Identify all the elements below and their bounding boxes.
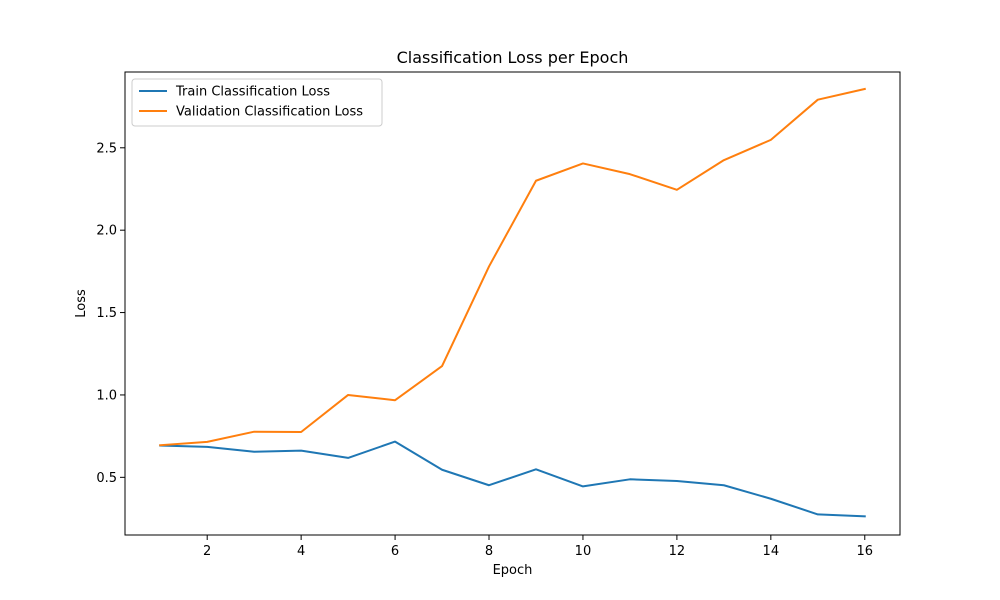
- series-line-validation: [159, 87, 866, 447]
- x-tick-label: 14: [763, 544, 780, 559]
- y-tick-label: 1.5: [96, 306, 117, 321]
- x-tick-label: 10: [575, 544, 592, 559]
- chart-title: Classification Loss per Epoch: [397, 48, 629, 67]
- y-tick-label: 2.5: [96, 141, 117, 156]
- y-axis-label: Loss: [74, 289, 89, 318]
- series-line-train: [159, 440, 866, 518]
- plot-area-frame: [124, 71, 901, 536]
- y-tick-label: 1.0: [96, 388, 117, 403]
- legend: Train Classification Loss Validation Cla…: [131, 78, 383, 127]
- y-tick-label: 2.0: [96, 224, 117, 239]
- legend-label-validation: Validation Classification Loss: [176, 105, 363, 120]
- x-tick-label: 6: [391, 544, 399, 559]
- legend-box: [131, 78, 383, 127]
- x-tick-label: 12: [669, 544, 686, 559]
- x-tick-label: 2: [203, 544, 211, 559]
- x-tick-label: 4: [297, 544, 305, 559]
- legend-label-train: Train Classification Loss: [175, 85, 330, 100]
- x-tick-label: 16: [856, 544, 873, 559]
- x-tick-label: 8: [485, 544, 493, 559]
- y-tick-label: 0.5: [96, 471, 117, 486]
- x-axis-label: Epoch: [493, 563, 533, 578]
